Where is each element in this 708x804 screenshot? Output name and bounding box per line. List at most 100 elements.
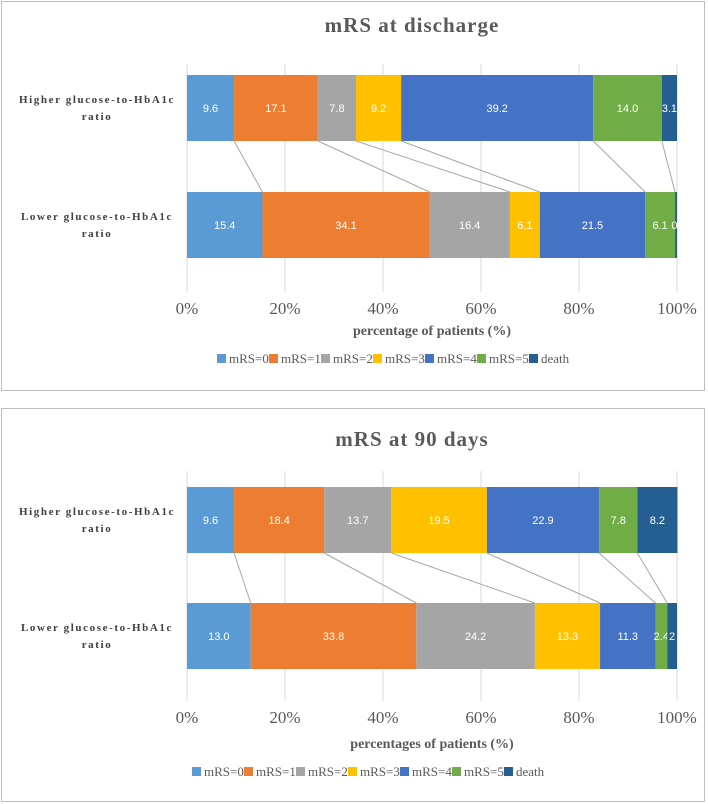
legend-label: mRS=2 xyxy=(308,764,348,779)
x-axis-title: percentages of patients (%) xyxy=(350,737,514,752)
data-label: 9.6 xyxy=(203,515,218,527)
legend-swatch xyxy=(529,354,538,363)
legend-swatch xyxy=(504,767,513,776)
category-label: Higher glucose-to-HbA1c xyxy=(19,506,175,518)
legend-label: mRS=0 xyxy=(229,351,269,366)
bar-segment xyxy=(509,192,540,258)
bar-segment xyxy=(675,192,677,258)
bar-segment xyxy=(187,75,235,141)
connector-line xyxy=(661,140,676,193)
bar-segment xyxy=(661,75,677,141)
data-label: 7.8 xyxy=(329,103,344,115)
bar-segment xyxy=(187,487,235,553)
legend-swatch xyxy=(425,354,434,363)
connector-line xyxy=(317,140,430,193)
bar-segment xyxy=(187,603,251,669)
legend-label: mRS=2 xyxy=(333,351,373,366)
data-label: 9.6 xyxy=(203,103,218,115)
bar-segment xyxy=(187,192,263,258)
connector-line xyxy=(486,552,601,604)
data-label: 9.2 xyxy=(371,103,386,115)
chart-90-days: mRS at 90 days Higher glucose-to-HbA1c rat… xyxy=(19,427,697,779)
chart-panel-90-days: mRS at 90 days Higher glucose-to-HbA1c rat… xyxy=(1,408,705,802)
bar-segment xyxy=(356,75,402,141)
bar-segment xyxy=(637,487,678,553)
legend-swatch xyxy=(321,354,330,363)
legend-label: mRS=1 xyxy=(256,764,296,779)
x-tick-label: 40% xyxy=(367,299,398,318)
data-label: 2.4 xyxy=(654,631,669,643)
connector-line xyxy=(592,140,646,193)
chart-title: mRS at discharge xyxy=(325,13,500,37)
x-tick-label: 60% xyxy=(465,708,496,727)
category-label: ratio xyxy=(82,111,113,123)
bar-segment xyxy=(600,603,656,669)
legend-label: mRS=4 xyxy=(412,764,452,779)
data-label: 13.7 xyxy=(347,515,368,527)
bar-segment xyxy=(234,487,325,553)
bar-segment xyxy=(486,487,600,553)
connector-line xyxy=(400,140,540,193)
bar-segment xyxy=(534,603,601,669)
legend-swatch xyxy=(217,354,226,363)
chart-panel-discharge: mRS at discharge Higher glucose-to-HbA1c r… xyxy=(1,1,705,391)
data-label: 34.1 xyxy=(335,220,356,232)
data-label: 0. xyxy=(671,220,680,232)
category-label: Lower glucose-to-HbA1c xyxy=(21,622,173,634)
legend-swatch xyxy=(373,354,382,363)
connector-line xyxy=(355,140,511,193)
legend-swatch xyxy=(452,767,461,776)
bar-segment xyxy=(655,603,668,669)
data-label: 7.8 xyxy=(611,515,626,527)
x-tick-label: 20% xyxy=(269,708,300,727)
data-label: 19.5 xyxy=(428,515,449,527)
legend-label: mRS=5 xyxy=(464,764,504,779)
bar-segment xyxy=(324,487,392,553)
legend-label: mRS=3 xyxy=(360,764,400,779)
bar-segment xyxy=(667,603,677,669)
category-label: ratio xyxy=(82,523,113,535)
data-label: 16.4 xyxy=(459,220,480,232)
x-tick-label: 0% xyxy=(176,299,199,318)
legend-label: mRS=1 xyxy=(281,351,321,366)
x-tick-label: 100% xyxy=(657,299,697,318)
data-label: 17.1 xyxy=(265,103,286,115)
data-label: 2 xyxy=(669,631,675,643)
legend-swatch xyxy=(192,767,201,776)
bar-segment xyxy=(429,192,510,258)
data-label: 33.8 xyxy=(323,631,344,643)
category-label: Lower glucose-to-HbA1c xyxy=(21,211,173,223)
connector-line xyxy=(598,552,656,604)
x-tick-label: 20% xyxy=(269,299,300,318)
data-label: 6.1 xyxy=(652,220,667,232)
category-label: Higher glucose-to-HbA1c xyxy=(19,94,175,106)
legend-label: mRS=4 xyxy=(437,351,477,366)
bar-segment xyxy=(593,75,662,141)
connector-line xyxy=(636,552,668,604)
legend-swatch xyxy=(400,767,409,776)
data-label: 39.2 xyxy=(486,103,507,115)
data-label: 13.3 xyxy=(557,631,578,643)
legend-swatch xyxy=(296,767,305,776)
data-label: 24.2 xyxy=(465,631,486,643)
legend-swatch xyxy=(269,354,278,363)
x-axis-title: percentage of patients (%) xyxy=(353,324,511,339)
bar-segment xyxy=(250,603,417,669)
data-label: 21.5 xyxy=(582,220,603,232)
legend-label: mRS=5 xyxy=(489,351,529,366)
data-label: 22.9 xyxy=(532,515,553,527)
legend-swatch xyxy=(348,767,357,776)
connector-line xyxy=(233,552,252,604)
bar-segment xyxy=(234,75,318,141)
data-label: 15.4 xyxy=(214,220,235,232)
chart-title: mRS at 90 days xyxy=(335,427,488,451)
x-tick-label: 0% xyxy=(176,708,199,727)
category-label: ratio xyxy=(82,228,113,240)
data-label: 3.1 xyxy=(662,103,677,115)
x-tick-label: 60% xyxy=(465,299,496,318)
connector-line xyxy=(233,140,263,193)
data-label: 8.2 xyxy=(650,515,665,527)
bar-segment xyxy=(317,75,357,141)
x-tick-label: 40% xyxy=(367,708,398,727)
data-label: 11.3 xyxy=(617,631,638,643)
